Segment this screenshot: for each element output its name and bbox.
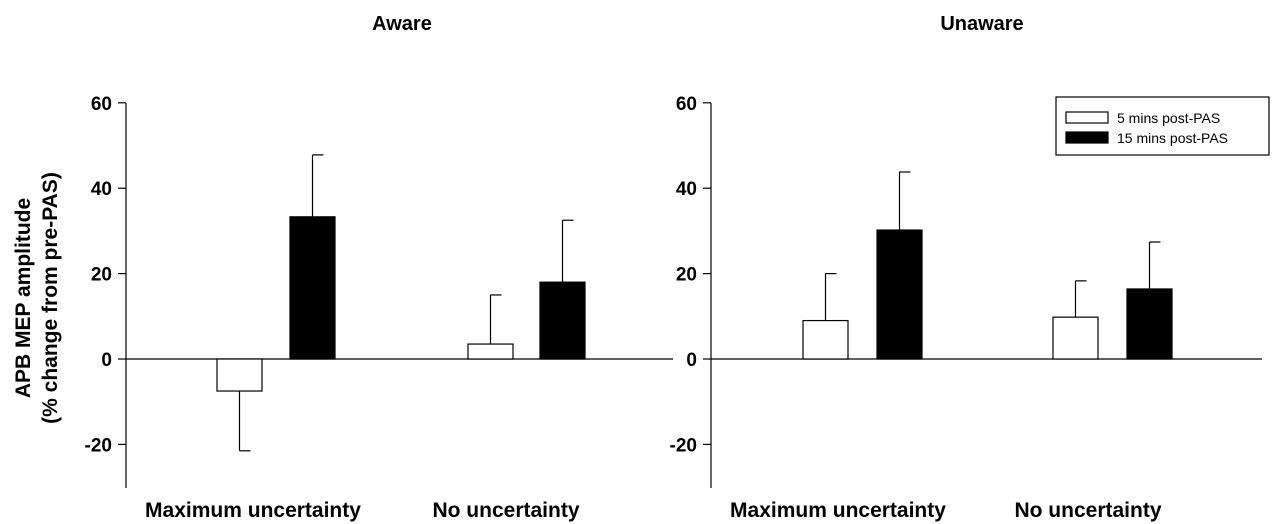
bar <box>539 281 586 360</box>
y-tick-label: 40 <box>676 179 697 200</box>
chart-panel-unaware: Unaware 60 40 20 0 -20 Maximum uncertainty N… <box>670 13 1270 522</box>
bar <box>1052 316 1099 360</box>
panel-title-unaware: Unaware <box>940 13 1023 35</box>
bar <box>802 319 849 360</box>
chart-panel-aware: Aware 60 40 20 0 -20 Maximum uncertainty No … <box>85 13 673 522</box>
y-tick-label: 20 <box>91 265 112 286</box>
category-label: No uncertainty <box>432 499 579 522</box>
category-label: Maximum uncertainty <box>145 499 361 522</box>
y-tick-label: 60 <box>676 94 697 115</box>
bar <box>1126 288 1173 360</box>
legend-label-5min: 5 mins post-PAS <box>1117 110 1220 126</box>
panel-title-aware: Aware <box>372 13 432 35</box>
legend-swatch-5min <box>1065 111 1109 124</box>
legend-box <box>1055 96 1270 156</box>
category-label: No uncertainty <box>1014 499 1161 522</box>
y-tick-label: -20 <box>670 435 697 456</box>
legend: 5 mins post-PAS 15 mins post-PAS <box>1055 96 1270 156</box>
y-tick-label: 0 <box>686 350 697 371</box>
legend-label-15min: 15 mins post-PAS <box>1117 130 1228 146</box>
bar <box>216 358 263 392</box>
y-tick-label: 20 <box>676 265 697 286</box>
y-tick-label: -20 <box>85 435 112 456</box>
y-tick-label: 60 <box>91 94 112 115</box>
y-axis-label-line1: APB MEP amplitude <box>12 198 35 398</box>
bar <box>467 343 514 360</box>
bar <box>876 229 923 360</box>
category-label: Maximum uncertainty <box>730 499 946 522</box>
bar <box>289 216 336 360</box>
y-axis-label-line2: (% change from pre-PAS) <box>39 172 62 424</box>
y-tick-label: 0 <box>101 350 112 371</box>
legend-swatch-15min <box>1065 131 1109 144</box>
y-tick-label: 40 <box>91 179 112 200</box>
